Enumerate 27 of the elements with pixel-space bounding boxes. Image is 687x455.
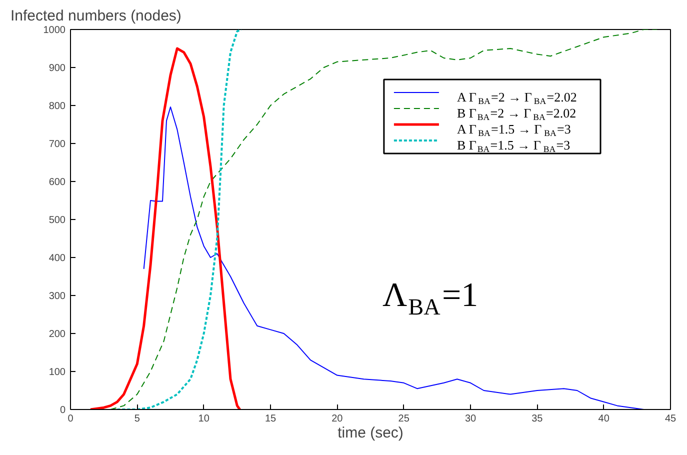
line-series: [143, 106, 644, 410]
x-tick-label: 0: [68, 414, 74, 424]
line-series: [110, 30, 658, 410]
x-tick-label: 10: [198, 414, 210, 424]
y-tick-label: 0: [60, 405, 66, 416]
x-tick-label: 15: [264, 414, 276, 424]
x-tick-label: 35: [532, 414, 544, 424]
y-tick-label: 800: [48, 101, 66, 112]
y-tick-label: 500: [48, 215, 66, 226]
x-tick-label: 30: [464, 414, 476, 424]
y-tick-label: 400: [48, 253, 66, 264]
y-tick-label: 300: [48, 291, 66, 302]
y-tick-label: 700: [48, 139, 66, 150]
y-tick-label: 1000: [43, 25, 66, 36]
y-axis-title: Infected numbers (nodes): [10, 8, 182, 24]
line-series: [89, 47, 242, 410]
x-tick-label: 20: [332, 414, 344, 424]
line-series: [116, 30, 242, 410]
y-tick-label: 200: [48, 329, 66, 340]
x-tick-label: 45: [664, 414, 676, 424]
x-tick-label: 40: [598, 414, 610, 424]
x-tick-label: 5: [134, 414, 140, 424]
y-tick-label: 900: [48, 63, 66, 74]
x-axis-title: time (sec): [338, 424, 404, 442]
y-tick-label: 600: [48, 177, 66, 188]
x-tick-label: 25: [398, 414, 410, 424]
y-tick-label: 100: [48, 367, 66, 378]
